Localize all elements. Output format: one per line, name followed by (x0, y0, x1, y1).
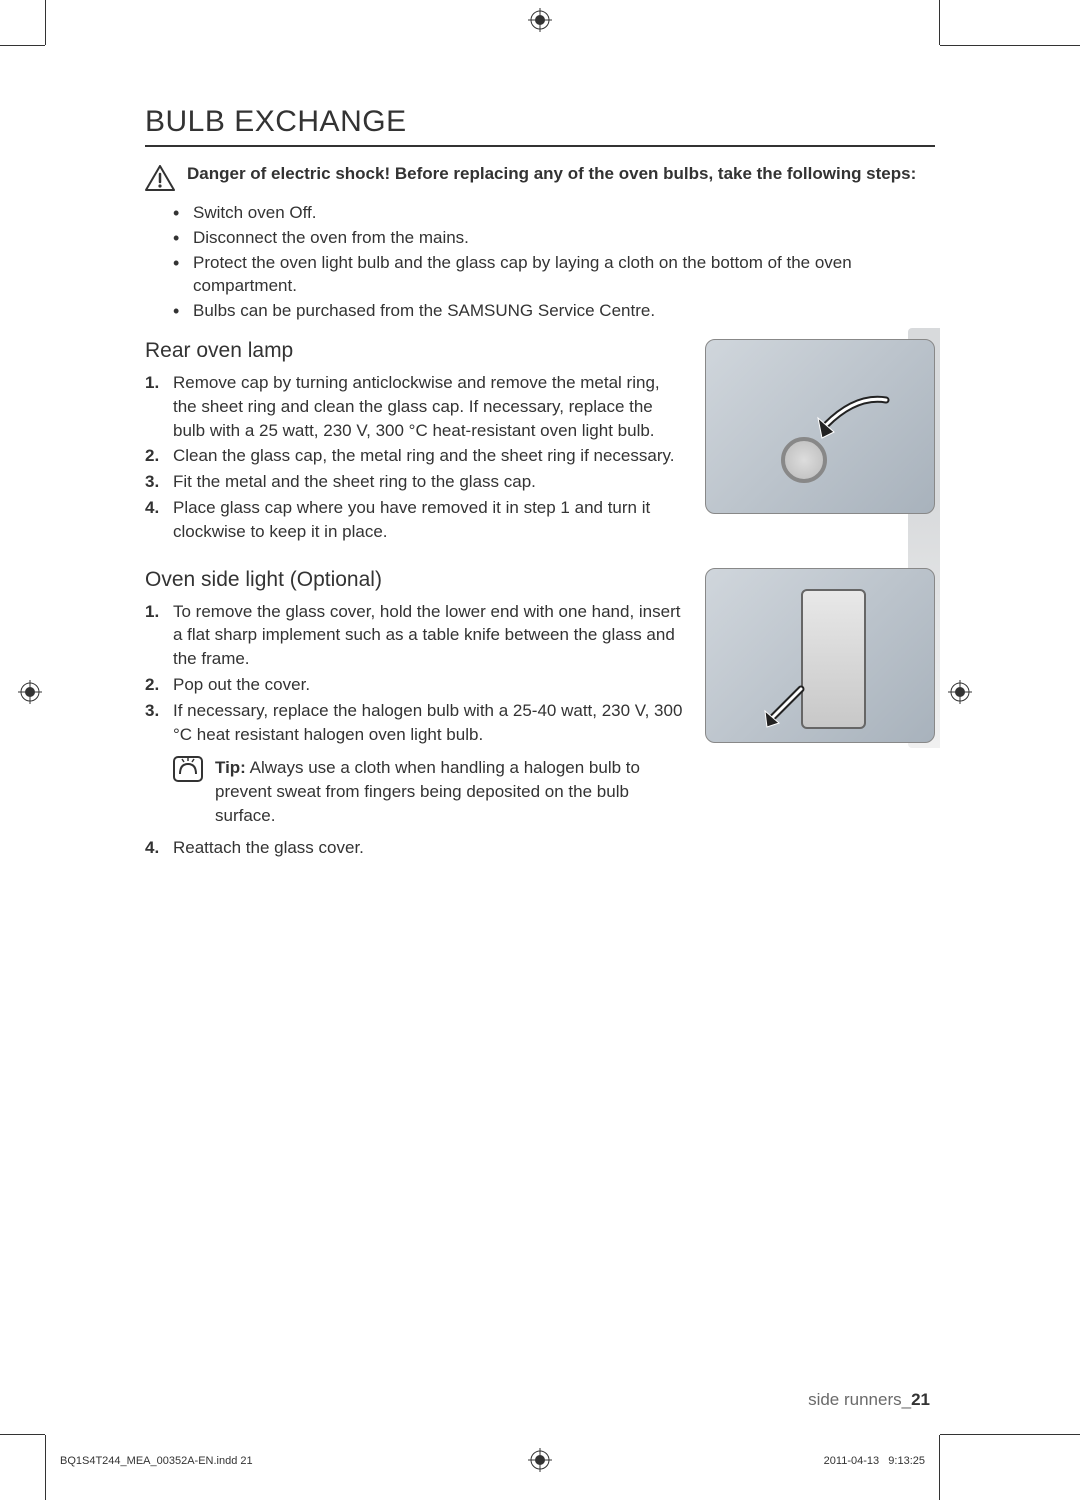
page-number: 21 (911, 1390, 930, 1409)
list-item: 3.If necessary, replace the halogen bulb… (145, 699, 685, 747)
list-item: 4.Place glass cap where you have removed… (145, 496, 685, 544)
precaution-list: Switch oven Off. Disconnect the oven fro… (173, 201, 935, 323)
step-text: Reattach the glass cover. (173, 838, 364, 857)
rear-lamp-title: Rear oven lamp (145, 339, 685, 363)
print-timestamp: 2011-04-13 9:13:25 (824, 1455, 925, 1467)
tip-label: Tip: (215, 758, 246, 777)
list-item: Disconnect the oven from the mains. (173, 226, 935, 250)
side-light-section: Oven side light (Optional) 1.To remove t… (145, 568, 935, 862)
list-item: 3.Fit the metal and the sheet ring to th… (145, 470, 685, 494)
rear-lamp-steps: 1.Remove cap by turning anticlockwise an… (145, 371, 685, 544)
crop-mark (940, 1434, 1080, 1435)
print-filename: BQ1S4T244_MEA_00352A-EN.indd 21 (60, 1455, 253, 1467)
crop-mark (939, 0, 940, 45)
note-icon (173, 756, 203, 782)
tip-body: Always use a cloth when handling a halog… (215, 758, 640, 825)
warning-icon (145, 165, 175, 191)
crop-mark (0, 1434, 45, 1435)
crop-mark (0, 45, 45, 46)
side-light-step4: 4.Reattach the glass cover. (145, 836, 685, 860)
tip-block: Tip: Always use a cloth when handling a … (173, 756, 685, 827)
list-item: 2.Pop out the cover. (145, 673, 685, 697)
list-item: 2.Clean the glass cap, the metal ring an… (145, 444, 685, 468)
step-text: Place glass cap where you have removed i… (173, 498, 650, 541)
step-text: Clean the glass cap, the metal ring and … (173, 446, 674, 465)
registration-mark-icon (528, 8, 552, 32)
registration-mark-icon (948, 680, 972, 704)
step-text: Fit the metal and the sheet ring to the … (173, 472, 536, 491)
footer-section-label: side runners_21 (808, 1390, 930, 1410)
step-text: To remove the glass cover, hold the lowe… (173, 602, 680, 669)
list-item: 1.To remove the glass cover, hold the lo… (145, 600, 685, 671)
registration-mark-icon (18, 680, 42, 704)
warning-block: Danger of electric shock! Before replaci… (145, 163, 935, 191)
warning-text: Danger of electric shock! Before replaci… (187, 163, 916, 186)
crop-mark (45, 1435, 46, 1500)
page-content: BULB EXCHANGE Danger of electric shock! … (145, 105, 935, 884)
side-light-illustration (705, 568, 935, 743)
side-light-steps: 1.To remove the glass cover, hold the lo… (145, 600, 685, 747)
list-item: 1.Remove cap by turning anticlockwise an… (145, 371, 685, 442)
list-item: Switch oven Off. (173, 201, 935, 225)
crop-mark (940, 45, 1080, 46)
crop-mark (939, 1435, 940, 1500)
side-light-title: Oven side light (Optional) (145, 568, 685, 592)
list-item: 4.Reattach the glass cover. (145, 836, 685, 860)
list-item: Bulbs can be purchased from the SAMSUNG … (173, 299, 935, 323)
step-text: Pop out the cover. (173, 675, 310, 694)
list-item: Protect the oven light bulb and the glas… (173, 251, 935, 299)
rear-lamp-illustration (705, 339, 935, 514)
crop-mark (45, 0, 46, 45)
footer-text: side runners_ (808, 1390, 911, 1409)
tip-text: Tip: Always use a cloth when handling a … (215, 756, 685, 827)
step-text: Remove cap by turning anticlockwise and … (173, 373, 660, 440)
step-text: If necessary, replace the halogen bulb w… (173, 701, 682, 744)
section-title: BULB EXCHANGE (145, 105, 935, 147)
rear-lamp-section: Rear oven lamp 1.Remove cap by turning a… (145, 339, 935, 546)
print-footer: BQ1S4T244_MEA_00352A-EN.indd 21 2011-04-… (60, 1455, 925, 1467)
